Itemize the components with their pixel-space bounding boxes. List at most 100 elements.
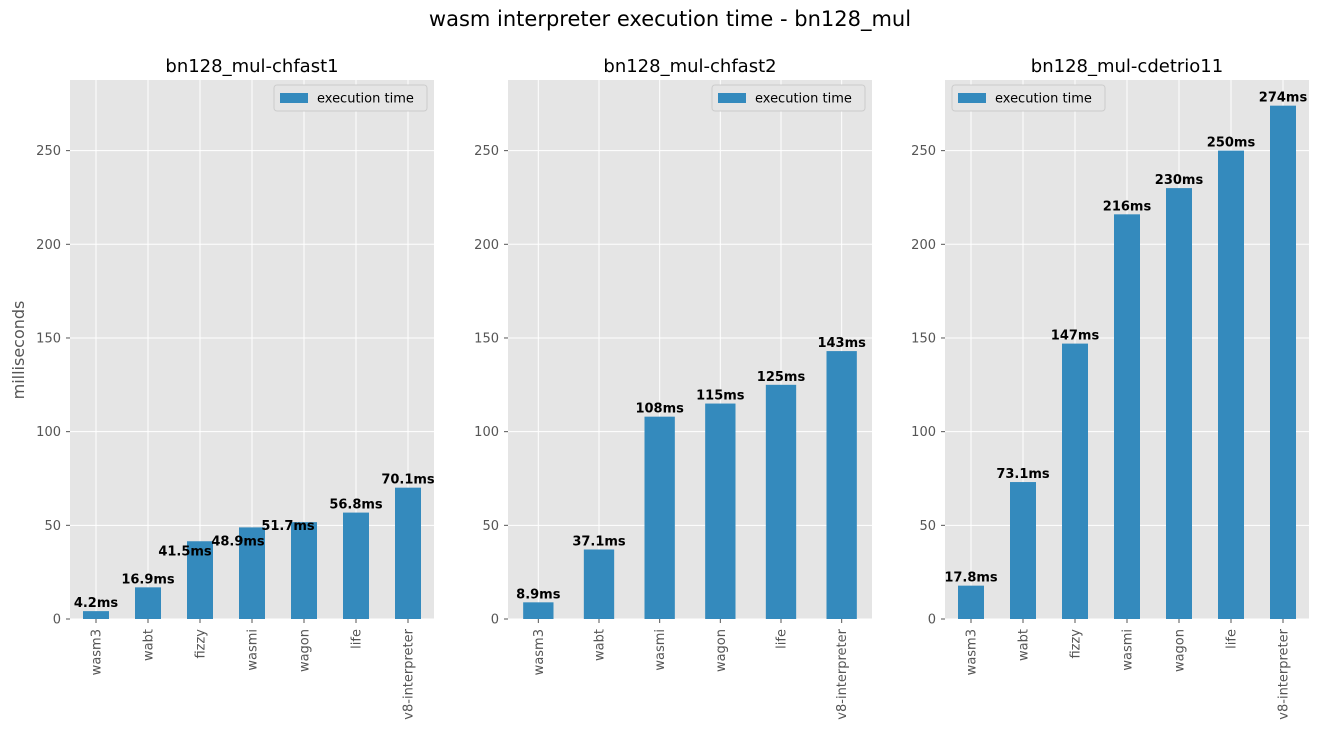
y-tick-label: 50 bbox=[44, 519, 61, 534]
data-label: 274ms bbox=[1259, 91, 1308, 106]
y-tick-label: 200 bbox=[474, 238, 499, 253]
bar-wasm3 bbox=[83, 611, 109, 619]
y-tick-label: 0 bbox=[53, 613, 61, 628]
bar-wabt bbox=[1010, 482, 1036, 619]
y-tick-label: 150 bbox=[911, 331, 936, 346]
x-tick-label: wabt bbox=[593, 629, 608, 661]
subplot-2: 0 50 100 150 200 250 8.9ms 37.1ms 108ms 115ms 125m… bbox=[474, 56, 872, 720]
data-label: 147ms bbox=[1051, 329, 1100, 344]
legend-swatch bbox=[958, 93, 986, 103]
data-label: 115ms bbox=[696, 389, 745, 404]
x-tick-label: life bbox=[775, 629, 790, 649]
data-label: 216ms bbox=[1103, 199, 1152, 214]
data-label: 56.8ms bbox=[329, 498, 383, 513]
y-tick-label: 250 bbox=[474, 144, 499, 159]
y-tick-label: 100 bbox=[36, 425, 61, 440]
bar-fizzy bbox=[187, 541, 213, 619]
bar-wasm3 bbox=[523, 602, 554, 619]
x-tick-label: wagon bbox=[1173, 629, 1188, 672]
x-tick-label: wabt bbox=[142, 629, 157, 661]
data-label: 4.2ms bbox=[74, 596, 119, 611]
data-label: 143ms bbox=[817, 336, 866, 351]
legend-label: execution time bbox=[995, 92, 1092, 107]
subplot-3: 0 50 100 150 200 250 17.8ms 73.1ms 147ms 216ms230… bbox=[911, 56, 1309, 720]
subplot-title: bn128_mul-chfast1 bbox=[165, 56, 338, 77]
subplot-title: bn128_mul-chfast2 bbox=[603, 56, 776, 77]
legend-swatch bbox=[280, 93, 308, 103]
figure-title: wasm interpreter execution time - bn128_… bbox=[429, 7, 911, 32]
data-label: 16.9ms bbox=[121, 572, 175, 587]
x-tick-label: wasm3 bbox=[532, 629, 547, 675]
x-tick-label: wasmi bbox=[1121, 629, 1136, 671]
data-label: 73.1ms bbox=[996, 467, 1050, 482]
data-label: 125ms bbox=[757, 370, 806, 385]
y-tick-label: 50 bbox=[919, 519, 936, 534]
bar-life bbox=[765, 384, 797, 619]
y-tick-label: 200 bbox=[911, 238, 936, 253]
plot-area bbox=[508, 80, 872, 619]
bar-wagon bbox=[1166, 188, 1192, 619]
legend-label: execution time bbox=[755, 92, 852, 107]
legend-box bbox=[711, 84, 866, 112]
bar-fizzy bbox=[1062, 343, 1088, 619]
y-tick-label: 100 bbox=[474, 425, 499, 440]
x-tick-label: fizzy bbox=[194, 629, 209, 659]
y-axis-label: milliseconds bbox=[9, 301, 28, 400]
data-label: 51.7ms bbox=[261, 519, 315, 534]
data-label: 230ms bbox=[1155, 173, 1204, 188]
data-label: 37.1ms bbox=[572, 534, 626, 549]
bar-v8-interpreter bbox=[395, 487, 421, 619]
bar-wasmi bbox=[239, 527, 265, 619]
x-tick-label: v8-interpreter bbox=[1277, 628, 1292, 719]
x-tick-label: life bbox=[350, 629, 365, 649]
legend-swatch bbox=[718, 93, 746, 103]
bar-wasm3 bbox=[958, 585, 984, 619]
legend-box bbox=[273, 84, 428, 112]
legend-box bbox=[951, 84, 1106, 112]
bar-life bbox=[343, 512, 369, 619]
x-tick-label: fizzy bbox=[1069, 629, 1084, 659]
data-label: 17.8ms bbox=[944, 571, 998, 586]
bar-v8-interpreter bbox=[1270, 105, 1296, 619]
bar-wasmi bbox=[1114, 214, 1140, 619]
bar-wabt bbox=[135, 587, 161, 619]
y-tick-label: 0 bbox=[928, 613, 936, 628]
x-tick-label: life bbox=[1225, 629, 1240, 649]
y-tick-label: 150 bbox=[474, 331, 499, 346]
bar-v8-interpreter bbox=[826, 351, 857, 619]
y-tick-label: 100 bbox=[911, 425, 936, 440]
bar-wagon bbox=[705, 403, 736, 619]
x-tick-label: wagon bbox=[298, 629, 313, 672]
bar-wasmi bbox=[644, 416, 675, 619]
x-tick-label: wagon bbox=[714, 629, 729, 672]
x-tick-label: v8-interpreter bbox=[835, 628, 850, 719]
y-tick-label: 150 bbox=[36, 331, 61, 346]
legend: execution time bbox=[273, 84, 428, 112]
bar-life bbox=[1218, 150, 1244, 619]
data-label: 41.5ms bbox=[158, 544, 212, 559]
legend-label: execution time bbox=[317, 92, 414, 107]
x-tick-label: wasmi bbox=[653, 629, 668, 671]
data-label: 250ms bbox=[1207, 136, 1256, 151]
subplot-title: bn128_mul-cdetrio11 bbox=[1031, 56, 1223, 77]
x-tick-label: wabt bbox=[1017, 629, 1032, 661]
data-label: 48.9ms bbox=[211, 534, 265, 549]
y-tick-label: 200 bbox=[36, 238, 61, 253]
bar-wabt bbox=[583, 549, 615, 619]
data-label: 8.9ms bbox=[516, 587, 561, 602]
x-tick-label: wasm3 bbox=[90, 629, 105, 675]
y-tick-label: 250 bbox=[36, 144, 61, 159]
x-tick-label: wasmi bbox=[246, 629, 261, 671]
legend: execution time bbox=[711, 84, 866, 112]
bar-wagon bbox=[291, 522, 317, 619]
y-tick-label: 250 bbox=[911, 144, 936, 159]
legend: execution time bbox=[951, 84, 1106, 112]
y-tick-label: 0 bbox=[491, 613, 499, 628]
x-tick-label: wasm3 bbox=[965, 629, 980, 675]
x-tick-label: v8-interpreter bbox=[402, 628, 417, 719]
data-label: 108ms bbox=[635, 402, 684, 417]
data-label: 70.1ms bbox=[381, 473, 435, 488]
